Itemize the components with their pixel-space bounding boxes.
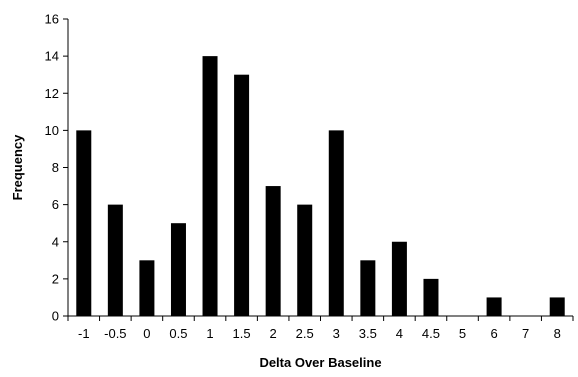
x-tick-label: 4.5: [422, 326, 440, 341]
y-axis: 0 2 4 6 8 10 12 14 16: [45, 12, 69, 324]
y-tick-label: 0: [52, 309, 59, 324]
x-tick-label: 5: [459, 326, 466, 341]
x-tick-label: 7: [522, 326, 529, 341]
x-axis: -1 -0.5 0 0.5 1 1.5 2 2.5 3 3.5 4 4.5 5 6 7 8: [67, 315, 574, 341]
y-tick-label: 8: [52, 160, 59, 175]
x-tick-label: 8: [554, 326, 561, 341]
y-tick-label: 10: [45, 123, 59, 138]
bar: [328, 130, 344, 316]
bar: [297, 204, 313, 316]
x-tick-label: 1: [206, 326, 213, 341]
bar: [549, 297, 565, 316]
bar: [202, 56, 218, 316]
bar: [76, 130, 92, 316]
x-tick-label: 0: [143, 326, 150, 341]
x-tick-label: 6: [490, 326, 497, 341]
y-tick-label: 4: [52, 234, 59, 249]
bar: [265, 186, 281, 316]
x-tick-label: 3.5: [359, 326, 377, 341]
bar: [423, 278, 439, 316]
x-tick-label: 4: [396, 326, 403, 341]
x-tick-label: -1: [78, 326, 90, 341]
x-tick-label: 2: [270, 326, 277, 341]
y-tick-label: 12: [45, 86, 59, 101]
y-tick-label: 16: [45, 12, 59, 27]
y-tick-label: 14: [45, 49, 59, 64]
bar: [360, 260, 376, 316]
x-tick-label: 1.5: [233, 326, 251, 341]
x-axis-title: Delta Over Baseline: [259, 355, 381, 370]
x-tick-label: -0.5: [104, 326, 126, 341]
x-tick-label: 2.5: [296, 326, 314, 341]
y-tick-label: 2: [52, 271, 59, 286]
bar: [391, 241, 407, 316]
bar: [107, 204, 123, 316]
x-tick-label: 0.5: [169, 326, 187, 341]
x-tick-label: 3: [333, 326, 340, 341]
bar: [234, 74, 250, 316]
y-axis-title: Frequency: [10, 134, 25, 201]
bars: [76, 56, 565, 316]
bar: [486, 297, 502, 316]
bar: [139, 260, 155, 316]
y-tick-label: 6: [52, 197, 59, 212]
bar: [170, 223, 186, 316]
